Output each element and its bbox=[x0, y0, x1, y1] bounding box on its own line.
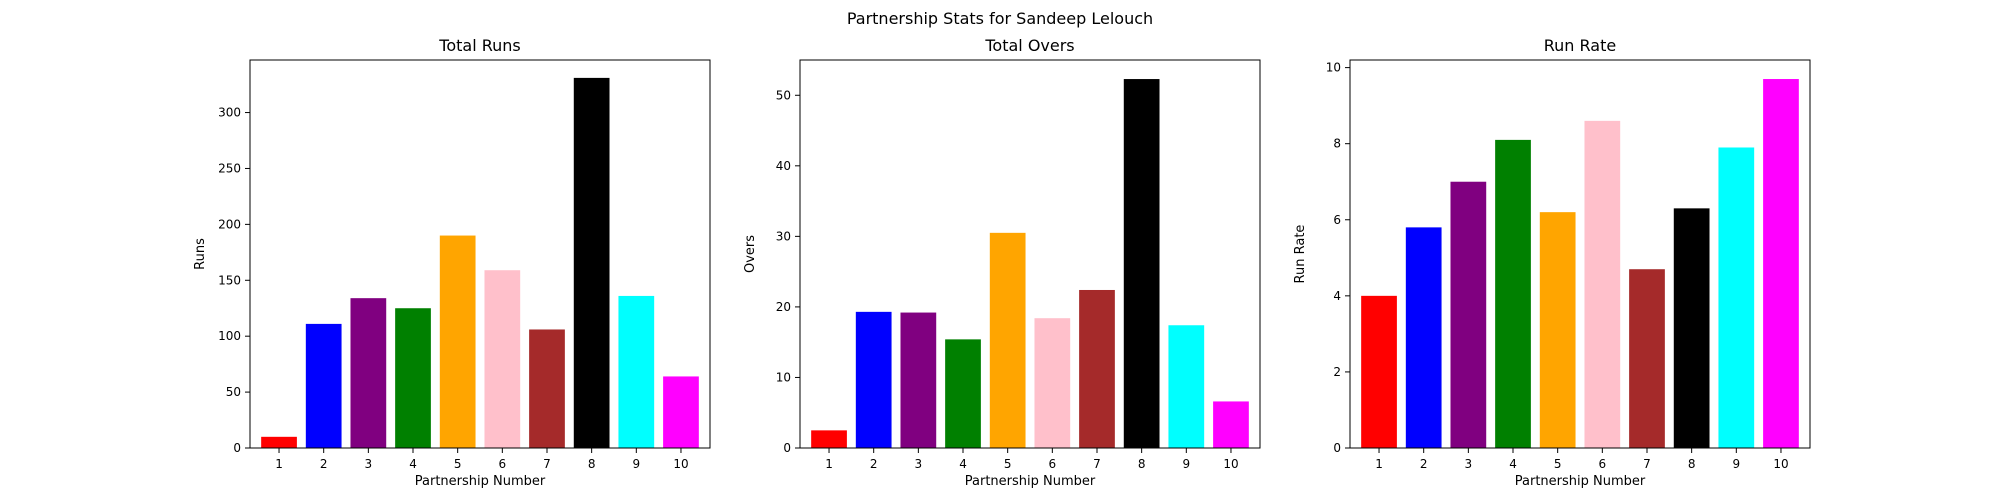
x-tick-label-runs-5: 5 bbox=[454, 457, 462, 471]
x-tick-label-run-rate-5: 5 bbox=[1554, 457, 1562, 471]
bar-overs-6 bbox=[1034, 318, 1071, 448]
bar-overs-3 bbox=[900, 312, 937, 448]
x-tick-label-run-rate-2: 2 bbox=[1420, 457, 1428, 471]
x-tick-label-overs-5: 5 bbox=[1004, 457, 1012, 471]
x-tick-label-overs-2: 2 bbox=[870, 457, 878, 471]
bar-runs-8 bbox=[573, 77, 610, 448]
bar-runs-1 bbox=[261, 436, 297, 448]
bar-overs-1 bbox=[811, 430, 847, 448]
bar-runs-7 bbox=[529, 329, 565, 448]
x-tick-label-overs-1: 1 bbox=[825, 457, 833, 471]
bar-run-rate-6 bbox=[1584, 120, 1621, 449]
bar-run-rate-2 bbox=[1405, 227, 1442, 448]
x-axis-label-overs: Partnership Number bbox=[965, 474, 1096, 489]
figure-title: Partnership Stats for Sandeep Lelouch bbox=[847, 9, 1153, 28]
y-tick-label-overs-10: 10 bbox=[776, 370, 791, 384]
x-tick-label-run-rate-6: 6 bbox=[1599, 457, 1607, 471]
x-tick-label-runs-1: 1 bbox=[275, 457, 283, 471]
x-tick-label-run-rate-7: 7 bbox=[1643, 457, 1651, 471]
y-tick-label-runs-150: 150 bbox=[218, 273, 241, 287]
y-tick-label-runs-300: 300 bbox=[218, 106, 241, 120]
x-tick-label-run-rate-8: 8 bbox=[1688, 457, 1696, 471]
chart-title-runs: Total Runs bbox=[438, 36, 520, 55]
x-tick-label-overs-8: 8 bbox=[1138, 457, 1146, 471]
y-tick-label-runs-50: 50 bbox=[226, 385, 241, 399]
y-tick-label-run-rate-10: 10 bbox=[1326, 61, 1341, 75]
x-tick-label-runs-9: 9 bbox=[632, 457, 640, 471]
x-tick-label-overs-9: 9 bbox=[1182, 457, 1190, 471]
x-axis-label-runs: Partnership Number bbox=[415, 474, 546, 489]
bar-runs-5 bbox=[439, 235, 476, 448]
y-tick-label-run-rate-4: 4 bbox=[1333, 289, 1341, 303]
bar-run-rate-8 bbox=[1673, 208, 1710, 448]
bar-run-rate-4 bbox=[1495, 139, 1531, 448]
bar-run-rate-7 bbox=[1629, 269, 1665, 448]
x-tick-label-runs-2: 2 bbox=[320, 457, 328, 471]
y-tick-label-overs-40: 40 bbox=[776, 159, 791, 173]
x-tick-label-runs-7: 7 bbox=[543, 457, 551, 471]
bar-run-rate-3 bbox=[1450, 181, 1487, 448]
bar-overs-7 bbox=[1079, 289, 1115, 448]
x-tick-label-runs-4: 4 bbox=[409, 457, 417, 471]
y-tick-label-run-rate-0: 0 bbox=[1333, 441, 1341, 455]
chart-overs: 1 2 3 4 5 6 7 8 9 10 0 10 20 30 40 50 Total Overs Partner… bbox=[743, 36, 1261, 489]
x-tick-label-runs-8: 8 bbox=[588, 457, 596, 471]
x-tick-label-run-rate-3: 3 bbox=[1465, 457, 1473, 471]
bar-run-rate-9 bbox=[1718, 147, 1755, 449]
y-tick-label-overs-50: 50 bbox=[776, 88, 791, 102]
y-tick-label-run-rate-2: 2 bbox=[1333, 365, 1341, 379]
x-tick-label-overs-4: 4 bbox=[959, 457, 967, 471]
x-tick-label-run-rate-9: 9 bbox=[1732, 457, 1740, 471]
bar-runs-3 bbox=[350, 298, 387, 448]
bar-run-rate-5 bbox=[1539, 212, 1576, 448]
x-tick-label-overs-7: 7 bbox=[1093, 457, 1101, 471]
y-axis-label-overs: Overs bbox=[743, 235, 758, 273]
x-tick-label-runs-3: 3 bbox=[365, 457, 373, 471]
bar-overs-10 bbox=[1213, 401, 1249, 448]
x-tick-label-overs-3: 3 bbox=[915, 457, 923, 471]
y-axis-label-run-rate: Run Rate bbox=[1293, 225, 1308, 284]
bar-runs-2 bbox=[305, 323, 342, 448]
y-tick-label-runs-250: 250 bbox=[218, 161, 241, 175]
bar-overs-4 bbox=[945, 339, 981, 448]
bar-run-rate-10 bbox=[1763, 79, 1799, 449]
x-tick-label-overs-10: 10 bbox=[1223, 457, 1238, 471]
bar-runs-4 bbox=[395, 308, 431, 448]
chart-run-rate: 1 2 3 4 5 6 7 8 9 10 0 2 4 6 8 10 Run Rate Partnership Nu… bbox=[1293, 36, 1811, 489]
y-axis-label-runs: Runs bbox=[193, 238, 208, 270]
bar-overs-5 bbox=[989, 232, 1026, 448]
bar-runs-9 bbox=[618, 295, 655, 448]
chart-title-overs: Total Overs bbox=[984, 36, 1074, 55]
axes-frame-overs bbox=[799, 59, 1261, 449]
y-tick-label-runs-0: 0 bbox=[233, 441, 241, 455]
x-tick-label-runs-10: 10 bbox=[673, 457, 688, 471]
y-tick-label-runs-200: 200 bbox=[218, 217, 241, 231]
bar-overs-8 bbox=[1123, 79, 1160, 448]
x-tick-label-run-rate-10: 10 bbox=[1773, 457, 1788, 471]
y-tick-label-overs-30: 30 bbox=[776, 229, 791, 243]
x-tick-label-run-rate-1: 1 bbox=[1375, 457, 1383, 471]
bar-runs-6 bbox=[484, 270, 521, 448]
chart-title-run-rate: Run Rate bbox=[1544, 36, 1616, 55]
x-tick-label-runs-6: 6 bbox=[499, 457, 507, 471]
y-tick-label-run-rate-8: 8 bbox=[1333, 137, 1341, 151]
bar-overs-2 bbox=[855, 311, 892, 448]
x-axis-label-run-rate: Partnership Number bbox=[1515, 474, 1646, 489]
axes-frame-run-rate bbox=[1349, 59, 1811, 449]
bar-run-rate-1 bbox=[1361, 295, 1397, 448]
y-tick-label-runs-100: 100 bbox=[218, 329, 241, 343]
axes-frame-runs bbox=[249, 59, 711, 449]
y-tick-label-run-rate-6: 6 bbox=[1333, 213, 1341, 227]
x-tick-label-overs-6: 6 bbox=[1049, 457, 1057, 471]
bar-runs-10 bbox=[663, 376, 699, 448]
x-tick-label-run-rate-4: 4 bbox=[1509, 457, 1517, 471]
y-tick-label-overs-0: 0 bbox=[783, 441, 791, 455]
bar-overs-9 bbox=[1168, 325, 1205, 448]
y-tick-label-overs-20: 20 bbox=[776, 300, 791, 314]
